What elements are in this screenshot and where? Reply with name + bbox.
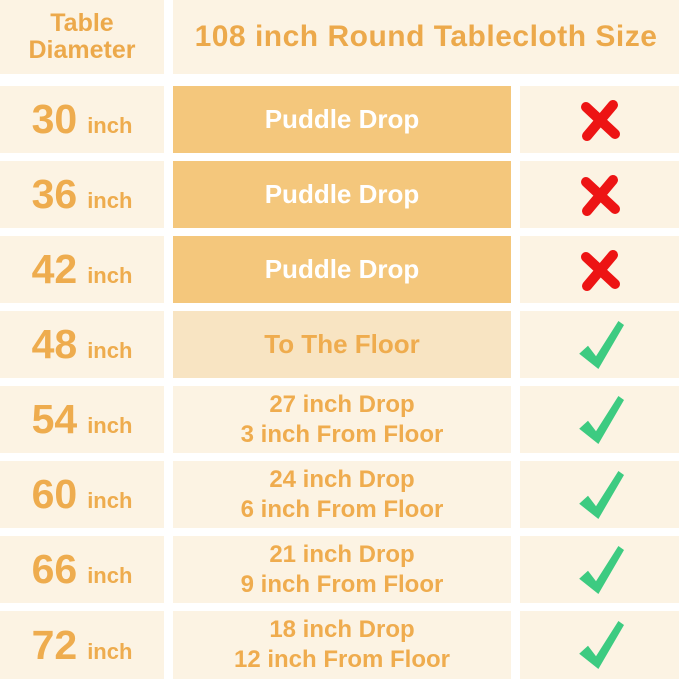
table-row: 66 inch 21 inch Drop 9 inch From Floor — [0, 536, 679, 603]
diameter-cell: 72 inch — [0, 611, 164, 679]
diameter-value: 60 — [31, 471, 78, 517]
table-row: 60 inch 24 inch Drop 6 inch From Floor — [0, 461, 679, 528]
diameter-unit: inch — [87, 488, 133, 513]
fit-cell — [520, 386, 679, 453]
drop-cell: 21 inch Drop 9 inch From Floor — [173, 536, 511, 603]
diameter-unit: inch — [87, 638, 133, 664]
drop-label: Puddle Drop — [264, 179, 420, 209]
table-row: 72 inch 18 inch Drop 12 inch From Floor — [0, 611, 679, 679]
fit-cell — [520, 236, 679, 303]
diameter: 42 inch — [32, 246, 133, 293]
diameter-unit: inch — [87, 413, 133, 438]
diameter: 30 inch — [32, 96, 133, 143]
drop-label-line2: 6 inch From Floor — [240, 495, 444, 523]
diameter-value: 48 — [31, 321, 78, 367]
check-icon — [578, 395, 624, 444]
fit-cell — [520, 86, 679, 153]
drop-label-line2: 3 inch From Floor — [240, 420, 444, 448]
diameter-cell: 48 inch — [0, 311, 164, 378]
diameter-cell: 36 inch — [0, 161, 164, 228]
table-row: 42 inch Puddle Drop — [0, 236, 679, 303]
drop-cell: Puddle Drop — [173, 86, 511, 153]
drop-label-line1: 18 inch Drop — [269, 616, 415, 643]
diameter: 72 inch — [32, 622, 133, 669]
check-icon — [578, 545, 624, 594]
diameter: 60 inch — [32, 471, 133, 518]
diameter-unit: inch — [87, 113, 133, 138]
x-icon — [580, 249, 620, 291]
drop-cell: Puddle Drop — [173, 161, 511, 228]
table-row: 30 inch Puddle Drop — [0, 86, 679, 153]
table-row: 48 inch To The Floor — [0, 311, 679, 378]
diameter-cell: 30 inch — [0, 86, 164, 153]
table-row: 36 inch Puddle Drop — [0, 161, 679, 228]
diameter-cell: 66 inch — [0, 536, 164, 603]
drop-cell: 27 inch Drop 3 inch From Floor — [173, 386, 511, 453]
x-icon — [580, 174, 620, 216]
drop-label: Puddle Drop — [264, 254, 420, 284]
fit-cell — [520, 161, 679, 228]
check-icon — [578, 621, 624, 669]
diameter-value: 54 — [31, 396, 78, 442]
table-row: 54 inch 27 inch Drop 3 inch From Floor — [0, 386, 679, 453]
diameter: 54 inch — [32, 396, 133, 443]
chart-title: 108 inch Round Tablecloth Size — [194, 20, 658, 53]
diameter-unit: inch — [87, 263, 133, 288]
drop-label-line2: 12 inch From Floor — [233, 646, 451, 673]
drop-cell: 24 inch Drop 6 inch From Floor — [173, 461, 511, 528]
header-row: Table Diameter 108 inch Round Tablecloth… — [0, 0, 679, 74]
diameter-unit: inch — [87, 338, 133, 363]
diameter-cell: 60 inch — [0, 461, 164, 528]
fit-cell — [520, 311, 679, 378]
diameter-value: 66 — [31, 546, 78, 592]
drop-label-line1: 21 inch Drop — [269, 540, 415, 568]
drop-cell: 18 inch Drop 12 inch From Floor — [173, 611, 511, 679]
drop-label: To The Floor — [264, 329, 420, 359]
diameter-value: 42 — [31, 246, 78, 292]
diameter-cell: 42 inch — [0, 236, 164, 303]
header-title-cell: 108 inch Round Tablecloth Size — [173, 0, 679, 74]
diameter: 48 inch — [32, 321, 133, 368]
diameter-unit: inch — [87, 188, 133, 213]
drop-cell: Puddle Drop — [173, 236, 511, 303]
diameter: 36 inch — [32, 171, 133, 218]
drop-label-line1: 24 inch Drop — [269, 465, 415, 493]
fit-cell — [520, 611, 679, 679]
diameter-unit: inch — [87, 563, 133, 588]
check-icon — [578, 320, 624, 369]
check-icon — [578, 470, 624, 519]
diameter-value: 36 — [31, 171, 78, 217]
fit-cell — [520, 536, 679, 603]
diameter: 66 inch — [32, 546, 133, 593]
drop-cell: To The Floor — [173, 311, 511, 378]
header-diameter-cell: Table Diameter — [0, 0, 164, 74]
drop-label-line2: 9 inch From Floor — [240, 570, 444, 598]
fit-cell — [520, 461, 679, 528]
header-diameter-line2: Diameter — [28, 36, 136, 64]
header-diameter-line1: Table — [50, 8, 114, 37]
drop-label-line1: 27 inch Drop — [269, 390, 415, 418]
diameter-value: 30 — [31, 96, 78, 142]
x-icon — [580, 99, 620, 141]
diameter-cell: 54 inch — [0, 386, 164, 453]
drop-label: Puddle Drop — [264, 104, 420, 134]
diameter-value: 72 — [31, 621, 78, 668]
